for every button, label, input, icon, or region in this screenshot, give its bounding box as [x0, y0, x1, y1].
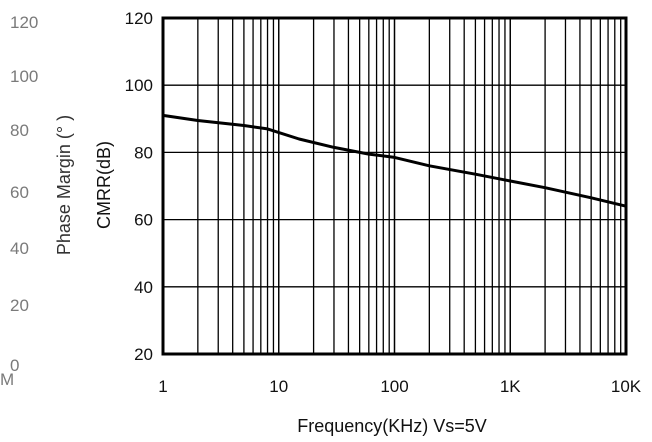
y-tick-labels: 20 40 60 80 100 120 [125, 9, 153, 364]
grid-lines [162, 17, 627, 355]
y-tick-label: 80 [134, 143, 153, 162]
x-tick-label: 1 [158, 377, 167, 396]
y-tick-label: 20 [134, 345, 153, 364]
ghost-axis-label: Phase Margin (° ) [54, 115, 74, 255]
ghost-tick-label: 80 [10, 121, 29, 140]
x-axis-label: Frequency(KHz) Vs=5V [297, 416, 487, 436]
x-tick-labels: 1 10 100 1K 10K [158, 377, 642, 396]
ghost-tick-label: 60 [10, 183, 29, 202]
ghost-axis: 120 100 80 60 40 20 0 M Phase Margin (° … [0, 13, 74, 389]
y-tick-label: 40 [134, 278, 153, 297]
ghost-tick-label: 20 [10, 296, 29, 315]
x-tick-label: 100 [380, 377, 408, 396]
ghost-tick-label: 100 [10, 67, 38, 86]
x-tick-label: 10 [269, 377, 288, 396]
ghost-corner-text: M [0, 370, 14, 389]
series-line [162, 113, 627, 208]
y-tick-label: 120 [125, 9, 153, 28]
ghost-tick-label: 40 [10, 239, 29, 258]
y-tick-label: 100 [125, 76, 153, 95]
ghost-tick-label: 120 [10, 13, 38, 32]
x-tick-label: 1K [500, 377, 521, 396]
x-tick-label: 10K [611, 377, 642, 396]
y-axis-label: CMRR(dB) [94, 141, 114, 229]
plot-frame [161, 16, 628, 356]
ghost-tick-label: 0 [10, 356, 19, 375]
y-tick-label: 60 [134, 211, 153, 230]
series-group [162, 113, 627, 208]
